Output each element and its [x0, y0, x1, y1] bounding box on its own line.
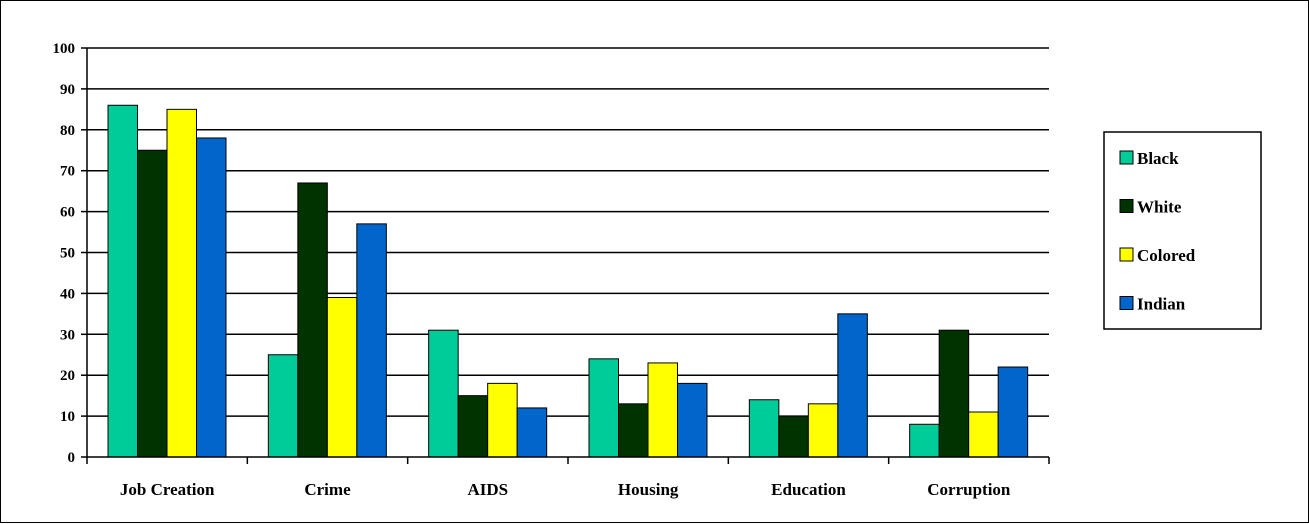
- y-tick-label: 50: [60, 246, 75, 262]
- bar-white-job-creation: [137, 149, 168, 458]
- bar-white-aids: [457, 395, 489, 458]
- y-tick-label: 10: [60, 409, 75, 425]
- legend-swatch-indian: [1119, 296, 1134, 310]
- axes: [81, 47, 1050, 464]
- x-category-label: Corruption: [927, 480, 1011, 499]
- bar-colored-aids: [487, 382, 518, 458]
- x-category-label: Crime: [304, 480, 351, 499]
- y-tick-label: 60: [60, 205, 75, 221]
- legend-label-white: White: [1137, 198, 1182, 217]
- bar-indian-job-creation: [196, 137, 227, 458]
- legend-swatch-black: [1119, 150, 1134, 165]
- bar-colored-education: [807, 403, 839, 458]
- gridlines: [87, 47, 1049, 417]
- bar-colored-housing: [647, 362, 678, 458]
- y-tick-label: 90: [60, 82, 75, 98]
- bar-colored-job-creation: [166, 108, 197, 458]
- bar-white-education: [778, 415, 809, 458]
- legend-label-black: Black: [1137, 149, 1179, 168]
- bar-black-housing: [588, 358, 619, 458]
- x-category-label: Housing: [618, 480, 679, 499]
- legend-label-colored: Colored: [1137, 246, 1196, 265]
- bar-indian-aids: [516, 407, 548, 458]
- y-tick-label: 80: [60, 123, 75, 139]
- legend-label-indian: Indian: [1137, 295, 1186, 314]
- legend-swatch-white: [1119, 199, 1134, 213]
- x-category-label: Education: [771, 480, 846, 499]
- x-category-label: AIDS: [468, 480, 509, 499]
- y-tick-label: 20: [60, 368, 75, 384]
- bar-black-aids: [428, 329, 459, 458]
- bar-white-crime: [297, 182, 328, 458]
- bar-indian-housing: [677, 382, 708, 458]
- x-category-label: Job Creation: [120, 480, 215, 499]
- bar-white-housing: [618, 403, 649, 458]
- y-tick-label: 40: [60, 286, 75, 302]
- bar-white-corruption: [938, 329, 970, 458]
- bar-colored-corruption: [968, 411, 999, 458]
- bar-indian-education: [837, 313, 868, 458]
- bar-colored-crime: [326, 296, 358, 458]
- y-tick-label: 70: [60, 164, 75, 180]
- bar-black-corruption: [909, 423, 940, 458]
- x-axis-categories: Job Creation Crime AIDS Housing Education Cor…: [120, 480, 1011, 499]
- bar-black-education: [748, 399, 780, 458]
- y-tick-label: 30: [60, 327, 75, 343]
- bar-indian-crime: [356, 223, 387, 458]
- bar-black-job-creation: [107, 104, 138, 458]
- bar-indian-corruption: [997, 366, 1029, 458]
- bars: [107, 104, 1029, 458]
- y-tick-label: 100: [53, 41, 76, 57]
- y-tick-label: 0: [68, 450, 76, 466]
- bar-black-crime: [267, 354, 299, 458]
- y-axis-ticks: 0 10 20 30 40 50 60 70 80 90 100: [53, 41, 76, 466]
- legend-swatch-colored: [1119, 247, 1134, 262]
- legend: Black White Colored Indian: [1103, 131, 1262, 330]
